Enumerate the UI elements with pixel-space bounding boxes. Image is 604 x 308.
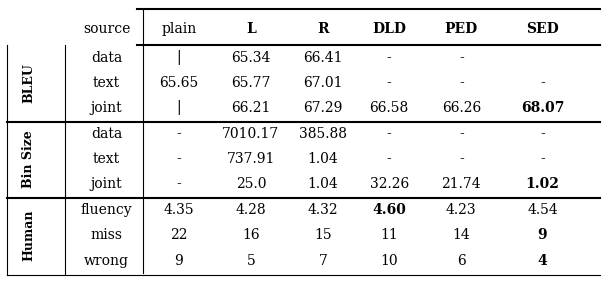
Text: 385.88: 385.88 xyxy=(299,127,347,141)
Text: SED: SED xyxy=(526,22,559,36)
Text: -: - xyxy=(176,177,181,191)
Text: 67.29: 67.29 xyxy=(303,101,342,115)
Text: joint: joint xyxy=(91,177,123,191)
Text: 4.28: 4.28 xyxy=(236,204,266,217)
Text: -: - xyxy=(459,51,464,65)
Text: 7010.17: 7010.17 xyxy=(222,127,280,141)
Text: data: data xyxy=(91,51,122,65)
Text: 21.74: 21.74 xyxy=(442,177,481,191)
Text: 15: 15 xyxy=(314,229,332,242)
Text: L: L xyxy=(246,22,255,36)
Text: DLD: DLD xyxy=(372,22,406,36)
Text: 4.60: 4.60 xyxy=(372,204,406,217)
Text: 14: 14 xyxy=(452,229,470,242)
Text: -: - xyxy=(176,152,181,166)
Text: -: - xyxy=(387,152,391,166)
Text: 10: 10 xyxy=(381,253,398,268)
Text: 66.41: 66.41 xyxy=(303,51,343,65)
Text: wrong: wrong xyxy=(84,253,129,268)
Text: 4: 4 xyxy=(538,253,547,268)
Text: 1.02: 1.02 xyxy=(525,177,559,191)
Text: joint: joint xyxy=(91,101,123,115)
Text: 25.0: 25.0 xyxy=(236,177,266,191)
Text: |: | xyxy=(176,100,181,116)
Text: text: text xyxy=(93,152,120,166)
Text: 7: 7 xyxy=(318,253,327,268)
Text: 1.04: 1.04 xyxy=(307,177,338,191)
Text: text: text xyxy=(93,76,120,90)
Text: -: - xyxy=(387,51,391,65)
Text: data: data xyxy=(91,127,122,141)
Text: 16: 16 xyxy=(242,229,260,242)
Text: -: - xyxy=(176,127,181,141)
Text: 6: 6 xyxy=(457,253,466,268)
Text: 9: 9 xyxy=(538,229,547,242)
Text: -: - xyxy=(540,127,545,141)
Text: 4.54: 4.54 xyxy=(527,204,558,217)
Text: -: - xyxy=(459,76,464,90)
Text: 11: 11 xyxy=(381,229,398,242)
Text: R: R xyxy=(317,22,329,36)
Text: -: - xyxy=(387,127,391,141)
Text: -: - xyxy=(540,152,545,166)
Text: 65.65: 65.65 xyxy=(159,76,198,90)
Text: 66.21: 66.21 xyxy=(231,101,271,115)
Text: fluency: fluency xyxy=(81,204,132,217)
Text: 68.07: 68.07 xyxy=(521,101,564,115)
Text: Human: Human xyxy=(22,210,35,261)
Text: |: | xyxy=(176,50,181,65)
Text: 65.77: 65.77 xyxy=(231,76,271,90)
Text: Bin Size: Bin Size xyxy=(22,130,35,188)
Text: 9: 9 xyxy=(175,253,183,268)
Text: 5: 5 xyxy=(246,253,255,268)
Text: 67.01: 67.01 xyxy=(303,76,343,90)
Text: source: source xyxy=(83,22,130,36)
Text: 32.26: 32.26 xyxy=(370,177,409,191)
Text: 1.04: 1.04 xyxy=(307,152,338,166)
Text: -: - xyxy=(459,127,464,141)
Text: 4.35: 4.35 xyxy=(164,204,194,217)
Text: BLEU: BLEU xyxy=(22,63,35,103)
Text: 737.91: 737.91 xyxy=(226,152,275,166)
Text: plain: plain xyxy=(161,22,196,36)
Text: 66.26: 66.26 xyxy=(442,101,481,115)
Text: miss: miss xyxy=(91,229,123,242)
Text: -: - xyxy=(387,76,391,90)
Text: PED: PED xyxy=(445,22,478,36)
Text: 22: 22 xyxy=(170,229,187,242)
Text: 4.32: 4.32 xyxy=(307,204,338,217)
Text: -: - xyxy=(540,76,545,90)
Text: 4.23: 4.23 xyxy=(446,204,477,217)
Text: 65.34: 65.34 xyxy=(231,51,271,65)
Text: 66.58: 66.58 xyxy=(370,101,409,115)
Text: -: - xyxy=(459,152,464,166)
